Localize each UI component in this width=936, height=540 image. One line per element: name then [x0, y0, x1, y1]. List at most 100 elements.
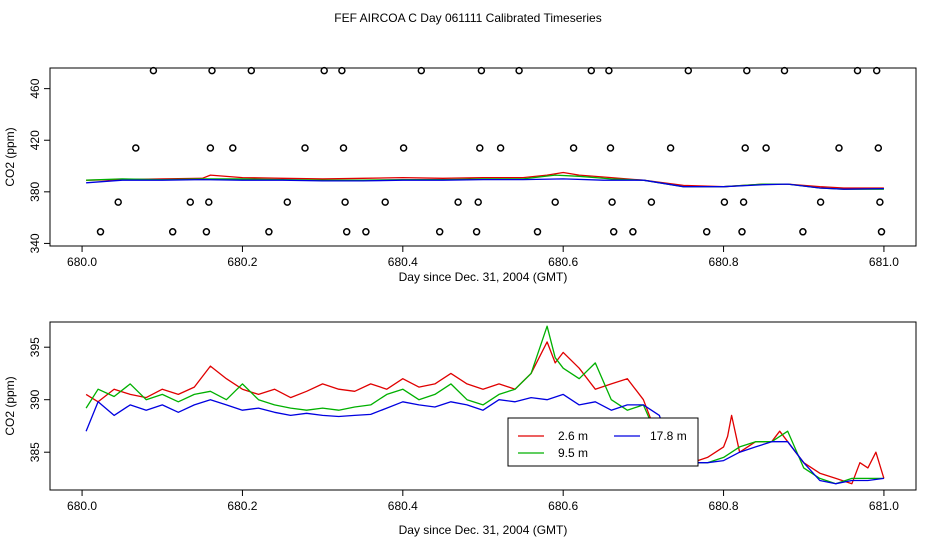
bottom-series-group [85, 325, 885, 485]
flagged-point [702, 228, 711, 236]
flagged-point [587, 66, 596, 75]
flagged-point [247, 66, 256, 75]
legend-label-17-8m: 17.8 m [650, 429, 687, 443]
y-tick-label: 420 [28, 130, 42, 150]
flagged-point [605, 66, 613, 75]
top-series-group [86, 171, 884, 190]
flagged-point [477, 66, 486, 75]
flagged-point [738, 228, 746, 236]
flagged-point [762, 144, 770, 152]
flagged-point [339, 144, 348, 152]
top-flagged-points [96, 66, 886, 236]
flagged-point [472, 228, 481, 236]
x-tick-label: 680.8 [709, 499, 739, 513]
flagged-point [342, 228, 351, 236]
y-tick-label: 390 [28, 389, 42, 409]
flagged-point [496, 144, 505, 152]
flagged-point [362, 228, 370, 236]
x-tick-label: 680.0 [67, 255, 97, 269]
flagged-point [666, 144, 675, 152]
x-tick-label: 680.4 [388, 255, 418, 269]
legend-label-9-5m: 9.5 m [558, 446, 588, 460]
flagged-point [606, 144, 615, 152]
flagged-point [283, 198, 292, 206]
top-panel: 680.0 680.2 680.4 680.6 680.8 681.0 340 380 420… [3, 66, 917, 284]
legend: 2.6 m 9.5 m 17.8 m [507, 417, 699, 467]
top-plot-frame [49, 67, 917, 247]
bottom-y-axis-label: CO2 (ppm) [3, 376, 17, 435]
flagged-point [876, 198, 884, 206]
bottom-x-axis-label: Day since Dec. 31, 2004 (GMT) [399, 523, 568, 537]
flagged-point [229, 144, 237, 152]
flagged-point [320, 66, 328, 75]
bottom-panel: 680.0 680.2 680.4 680.6 680.8 681.0 385 390 395… [3, 321, 917, 537]
top-x-axis-label: Day since Dec. 31, 2004 (GMT) [399, 270, 568, 284]
legend-box [507, 417, 699, 467]
flagged-point [476, 144, 484, 152]
x-tick-label: 681.0 [869, 255, 899, 269]
x-tick-label: 680.6 [548, 255, 578, 269]
flagged-point [780, 66, 789, 75]
flagged-point [205, 198, 213, 206]
flagged-point [739, 198, 748, 206]
flagged-point [301, 144, 309, 152]
flagged-point [872, 66, 881, 75]
flagged-point [533, 228, 542, 236]
bottom-plot-frame [49, 321, 917, 491]
flagged-point [168, 228, 177, 236]
flagged-point [96, 228, 105, 236]
series-line-9-5-m [85, 325, 884, 485]
y-tick-label: 380 [28, 181, 42, 201]
x-tick-label: 680.2 [227, 255, 257, 269]
flagged-point [206, 144, 215, 152]
flagged-point [208, 66, 216, 75]
flagged-point [799, 228, 807, 236]
flagged-point [741, 144, 749, 152]
flagged-point [186, 198, 195, 206]
flagged-point [647, 198, 656, 206]
x-tick-label: 681.0 [869, 499, 899, 513]
x-tick-label: 680.8 [709, 255, 739, 269]
x-tick-label: 680.4 [388, 499, 418, 513]
top-y-axis: 340 380 420 460 [28, 78, 50, 253]
x-tick-label: 680.2 [227, 499, 257, 513]
flagged-point [853, 66, 862, 75]
series-line-2-6-m [85, 341, 885, 485]
top-x-axis: 680.0 680.2 680.4 680.6 680.8 681.0 [67, 246, 899, 269]
flagged-point [202, 228, 211, 236]
flagged-point [265, 228, 273, 236]
flagged-point [609, 228, 618, 236]
flagged-point [114, 198, 122, 206]
flagged-point [874, 144, 883, 152]
y-tick-label: 460 [28, 78, 42, 98]
flagged-point [551, 198, 559, 206]
y-tick-label: 385 [28, 442, 42, 462]
series-line-17-8-m [86, 178, 884, 190]
x-tick-label: 680.0 [67, 499, 97, 513]
flagged-point [877, 228, 886, 236]
legend-label-2-6m: 2.6 m [558, 429, 588, 443]
flagged-point [338, 66, 346, 75]
flagged-point [743, 66, 751, 75]
flagged-point [417, 66, 426, 75]
flagged-point [435, 228, 444, 236]
flagged-point [720, 198, 729, 206]
x-tick-label: 680.6 [548, 499, 578, 513]
flagged-point [816, 198, 825, 206]
flagged-point [684, 66, 693, 75]
chart-title: FEF AIRCOA C Day 061111 Calibrated Times… [334, 11, 601, 25]
flagged-point [629, 228, 637, 236]
series-line-17-8-m [85, 393, 884, 485]
flagged-point [341, 198, 349, 206]
flagged-point [132, 144, 140, 152]
flagged-point [474, 198, 482, 206]
bottom-y-axis: 385 390 395 [28, 337, 50, 462]
top-y-axis-label: CO2 (ppm) [3, 127, 17, 186]
flagged-point [454, 198, 462, 206]
flagged-point [149, 66, 158, 75]
y-tick-label: 395 [28, 337, 42, 357]
flagged-point [835, 144, 843, 152]
flagged-point [381, 198, 389, 206]
y-tick-label: 340 [28, 233, 42, 253]
